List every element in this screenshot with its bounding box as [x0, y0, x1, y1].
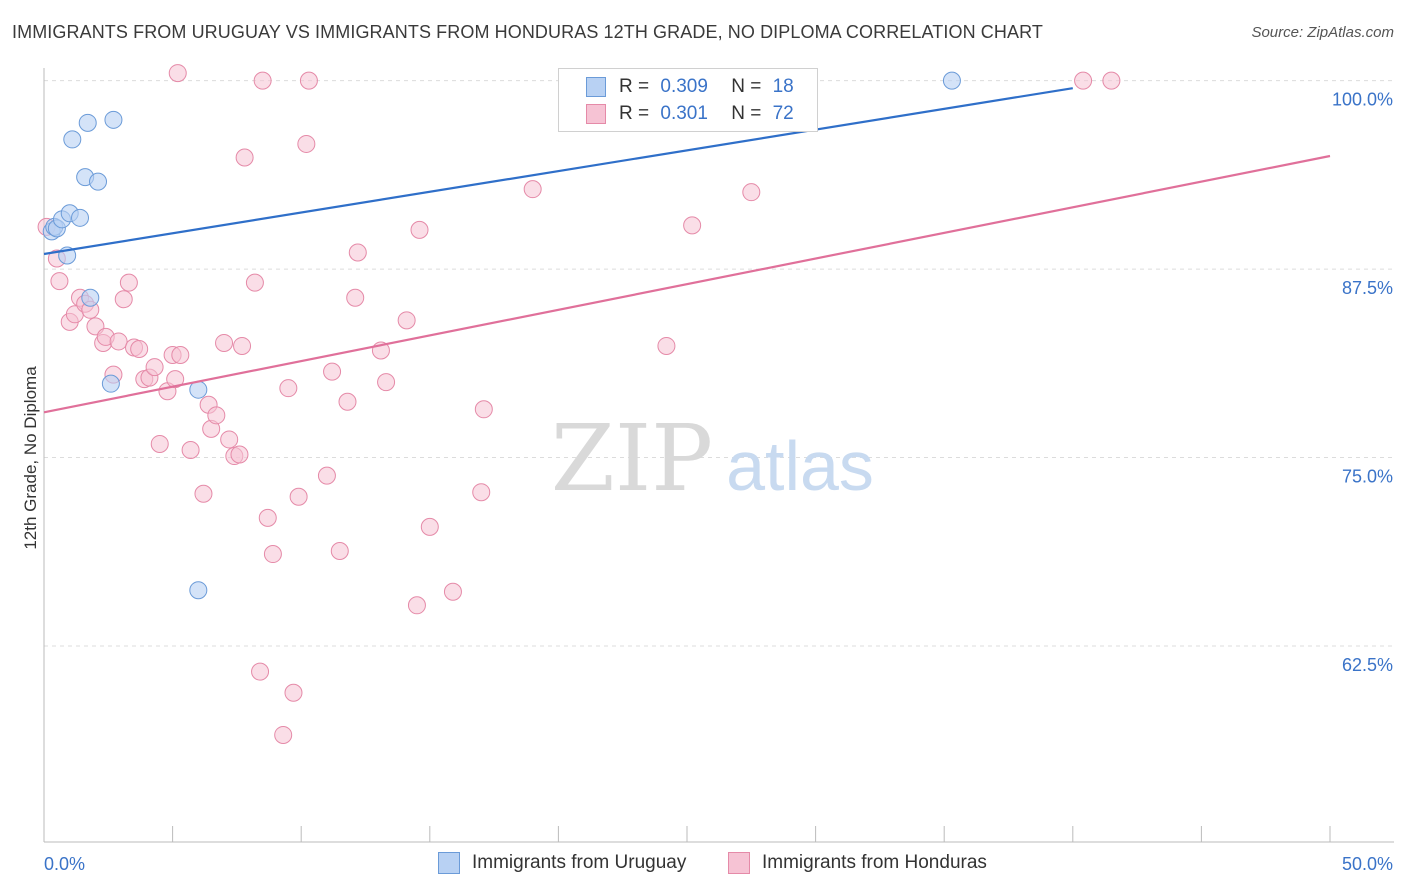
honduras-point — [377, 373, 396, 392]
honduras-point — [263, 545, 282, 564]
honduras-point — [317, 466, 336, 485]
honduras-point — [289, 487, 308, 506]
honduras-point — [207, 406, 226, 425]
honduras-point — [742, 183, 761, 202]
n-label: N = — [731, 103, 762, 124]
uruguay-legend-label: Immigrants from Uruguay — [472, 852, 687, 873]
r-label: R = — [619, 103, 650, 124]
honduras-series — [37, 64, 1121, 744]
honduras-point — [109, 332, 128, 351]
axes: 62.5% 75.0% 87.5% 100.0% 0.0% 50.0% — [43, 68, 1394, 874]
y-tick-label: 62.5% — [1342, 655, 1393, 675]
honduras-point — [168, 64, 187, 83]
uruguay-series — [42, 71, 961, 600]
honduras-point — [474, 400, 493, 419]
honduras-point — [114, 290, 133, 309]
honduras-point — [150, 434, 169, 453]
honduras-point — [230, 445, 249, 464]
honduras-legend-swatch — [728, 852, 750, 874]
legend-row-honduras: R = 0.301 N = 72 — [586, 102, 794, 126]
honduras-point — [119, 273, 138, 292]
trend-lines — [43, 87, 1331, 414]
source-label[interactable]: Source: ZipAtlas.com — [1251, 24, 1394, 41]
n-value: 72 — [772, 103, 794, 124]
honduras-legend-label: Immigrants from Honduras — [762, 852, 987, 873]
uruguay-point — [104, 110, 123, 129]
honduras-point — [194, 484, 213, 503]
honduras-point — [443, 582, 462, 601]
honduras-point — [245, 273, 264, 292]
legend-row-uruguay: R = 0.309 N = 18 — [586, 75, 794, 99]
y-tick-label: 100.0% — [1332, 90, 1393, 110]
honduras-point — [130, 339, 149, 358]
honduras-point — [284, 683, 303, 702]
legend-item-honduras[interactable]: Immigrants from Honduras — [728, 852, 987, 874]
watermark-zip: ZIP — [551, 405, 713, 512]
watermark-atlas: atlas — [726, 427, 874, 505]
honduras-point — [145, 358, 164, 377]
honduras-point — [330, 542, 349, 561]
honduras-point — [346, 288, 365, 307]
r-label: R = — [619, 76, 650, 97]
uruguay-point — [189, 581, 208, 600]
uruguay-point — [942, 71, 961, 90]
uruguay-point — [101, 374, 120, 393]
honduras-trend-line — [43, 154, 1331, 414]
honduras-point — [279, 379, 298, 398]
honduras-point — [274, 725, 293, 744]
honduras-point — [299, 71, 318, 90]
honduras-point — [323, 362, 342, 381]
uruguay-point — [78, 113, 97, 132]
uruguay-point — [63, 130, 82, 149]
honduras-point — [397, 311, 416, 330]
honduras-point — [420, 517, 439, 536]
honduras-point — [657, 336, 676, 355]
honduras-point — [258, 508, 277, 527]
honduras-point — [1102, 71, 1121, 90]
honduras-point — [181, 441, 200, 459]
x-tick-label: 50.0% — [1342, 854, 1393, 874]
honduras-point — [348, 243, 367, 262]
honduras-point — [523, 180, 542, 199]
r-value: 0.301 — [660, 103, 708, 124]
honduras-point — [235, 148, 254, 167]
honduras-point — [171, 346, 190, 365]
legend-item-uruguay[interactable]: Immigrants from Uruguay — [438, 852, 686, 874]
honduras-point — [50, 272, 69, 291]
honduras-point — [253, 71, 272, 90]
chart-title: IMMIGRANTS FROM URUGUAY VS IMMIGRANTS FR… — [12, 22, 1043, 42]
y-tick-label: 75.0% — [1342, 467, 1393, 487]
uruguay-swatch — [586, 77, 606, 97]
honduras-point — [297, 134, 316, 153]
x-tick-label: 0.0% — [44, 854, 85, 874]
honduras-point — [220, 430, 239, 449]
uruguay-legend-swatch — [438, 852, 460, 874]
honduras-point — [251, 662, 270, 681]
honduras-swatch — [586, 104, 606, 124]
stats-legend: R = 0.309 N = 18 R = 0.301 N = 72 — [558, 68, 818, 132]
uruguay-trend-line — [43, 87, 1073, 256]
uruguay-point — [89, 172, 108, 191]
honduras-point — [338, 392, 357, 411]
r-value: 0.309 — [660, 76, 708, 97]
honduras-point — [410, 220, 429, 239]
honduras-point — [215, 333, 234, 352]
honduras-point — [407, 596, 426, 615]
y-tick-label: 87.5% — [1342, 278, 1393, 298]
honduras-point — [233, 336, 252, 355]
honduras-point — [472, 483, 491, 502]
honduras-point — [1074, 71, 1093, 90]
y-axis-label: 12th Grade, No Diploma — [21, 366, 40, 550]
uruguay-point — [71, 208, 90, 227]
n-label: N = — [731, 76, 762, 97]
honduras-point — [166, 370, 185, 389]
n-value: 18 — [772, 76, 794, 97]
honduras-point — [683, 216, 702, 235]
uruguay-point — [81, 288, 100, 307]
